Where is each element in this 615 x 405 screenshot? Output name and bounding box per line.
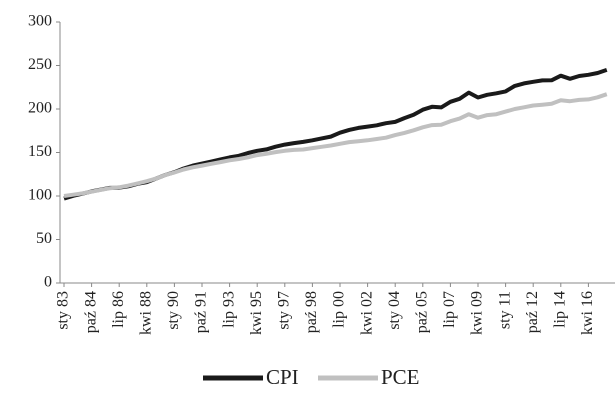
x-tick-label: kwi 16 xyxy=(579,291,596,335)
x-tick-label: kwi 09 xyxy=(469,291,486,335)
y-tick-label: 300 xyxy=(28,13,52,30)
x-tick-label: kwi 95 xyxy=(248,291,265,335)
x-tick-label: lip 14 xyxy=(551,291,568,328)
y-tick-label: 0 xyxy=(44,274,52,291)
x-tick-label: paź 98 xyxy=(303,291,320,333)
y-tick-label: 50 xyxy=(36,230,52,247)
x-tick-label: kwi 02 xyxy=(358,291,375,335)
x-tick-label: sty 97 xyxy=(275,291,292,330)
x-tick-label: sty 11 xyxy=(496,291,513,329)
x-tick-label: lip 86 xyxy=(110,291,127,328)
x-tick-label: sty 90 xyxy=(165,291,182,330)
x-tick-label: lip 07 xyxy=(441,291,458,328)
x-tick-label: sty 04 xyxy=(386,291,403,330)
series-line xyxy=(63,68,608,201)
x-tick-label: paź 84 xyxy=(82,291,99,333)
x-tick-label: paź 05 xyxy=(413,291,430,333)
x-tick-label: lip 00 xyxy=(331,291,348,328)
legend-label: PCE xyxy=(381,365,420,389)
x-tick-label: lip 93 xyxy=(220,291,237,328)
series-line xyxy=(63,92,608,198)
y-tick-label: 250 xyxy=(28,56,52,73)
x-tick-label: kwi 88 xyxy=(137,291,154,335)
y-tick-label: 150 xyxy=(28,143,52,160)
legend-label: CPI xyxy=(266,365,299,389)
x-tick-label: paź 91 xyxy=(193,291,210,333)
y-tick-label: 100 xyxy=(28,187,52,204)
x-tick-label: paź 12 xyxy=(524,291,541,333)
y-tick-label: 200 xyxy=(28,100,52,117)
x-tick-label: sty 83 xyxy=(55,291,72,330)
